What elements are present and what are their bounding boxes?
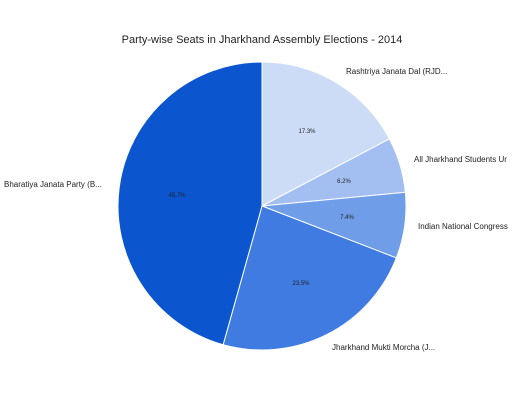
chart-title: Party-wise Seats in Jharkhand Assembly E… <box>121 34 403 46</box>
pie-slice <box>222 205 397 351</box>
pie-slice <box>261 61 391 207</box>
slice-percent-label: 23.5% <box>292 281 310 287</box>
slice-category-label: Indian National Congress <box>418 222 508 231</box>
slice-percent-label: 45.7% <box>168 193 186 199</box>
slice-category-label: Rashtriya Janata Dal (RJD... <box>346 67 447 76</box>
slice-category-label: Jharkhand Mukti Morcha (J... <box>332 343 435 352</box>
slice-percent-label: 7.4% <box>340 215 354 221</box>
pie-slice <box>117 61 263 346</box>
slice-category-label: All Jharkhand Students Ur <box>414 155 507 164</box>
slice-percent-label: 17.3% <box>298 129 316 135</box>
slice-percent-label: 6.2% <box>337 179 351 185</box>
slice-category-label: Bharatiya Janata Party (B... <box>4 180 102 189</box>
